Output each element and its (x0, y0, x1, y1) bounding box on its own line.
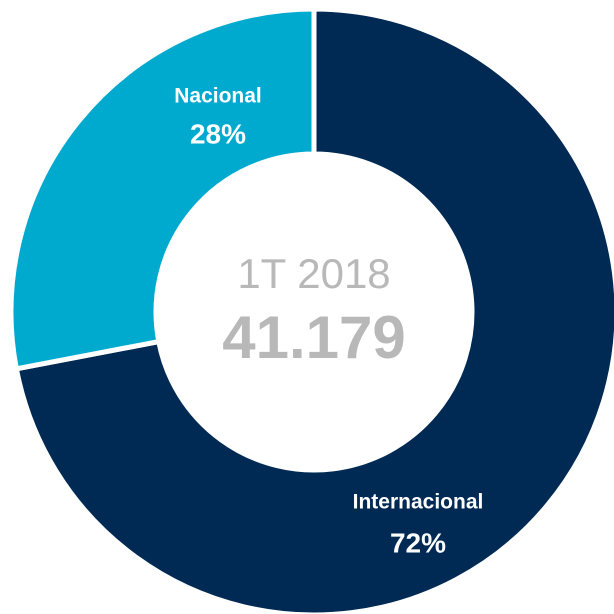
donut (8, 6, 614, 614)
segment-value-label: 28% (190, 118, 246, 149)
segment-value-label: 72% (390, 527, 446, 558)
donut-segment (8, 6, 317, 372)
center-subtitle: 1T 2018 (237, 250, 390, 297)
donut-segment (13, 6, 614, 614)
segment-label: Nacional (174, 85, 262, 108)
center-value: 41.179 (222, 304, 406, 371)
segment-label: Internacional (353, 491, 484, 514)
